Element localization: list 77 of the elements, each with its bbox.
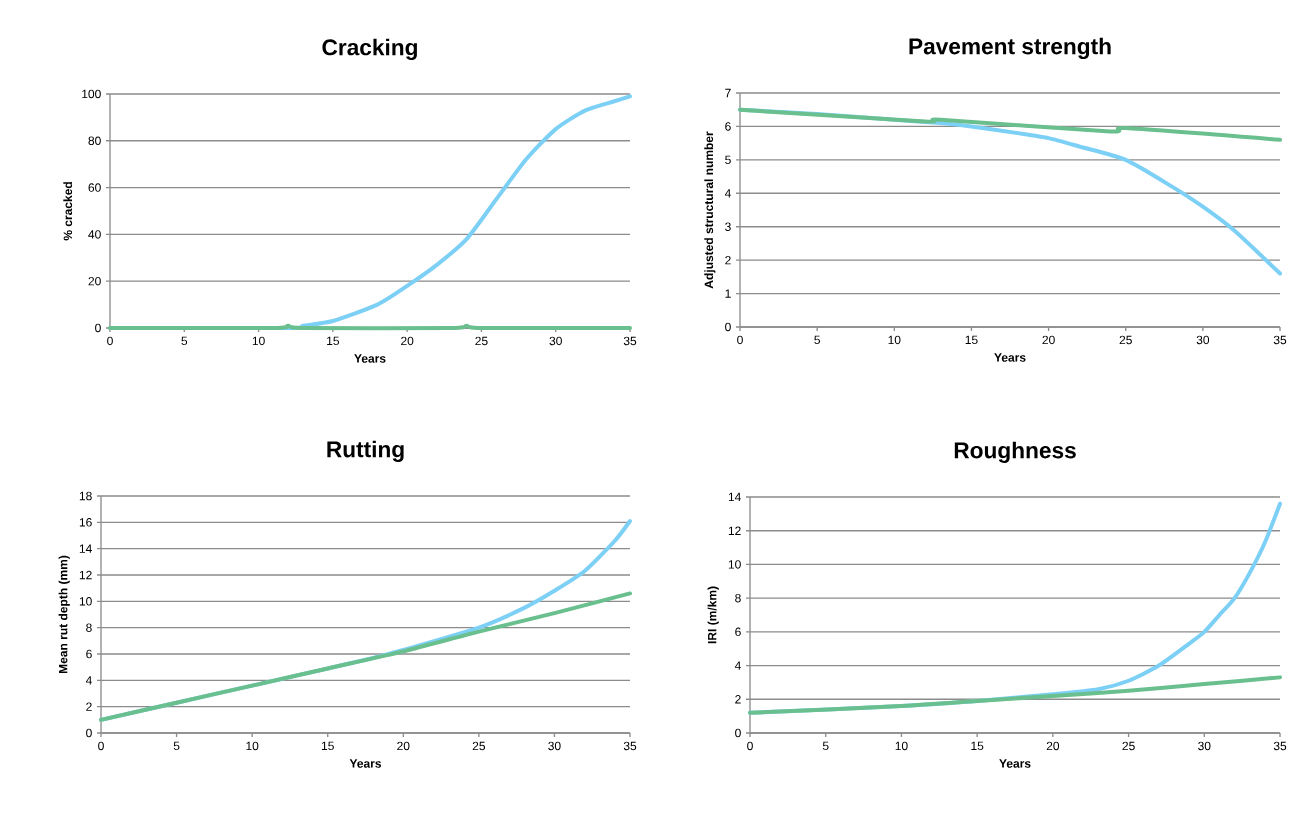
- y-tick-label: 12: [728, 526, 741, 535]
- line-series: [99, 591, 633, 722]
- y-axis-title: Adjusted structural number: [704, 131, 716, 289]
- y-tick-label: 20: [88, 276, 101, 286]
- x-axis-title: Years: [354, 354, 386, 363]
- y-tick-label: 1: [725, 289, 731, 298]
- y-tick-label: 4: [85, 676, 92, 685]
- y-tick-label: 0: [86, 728, 92, 738]
- x-tick-label: 25: [472, 741, 486, 751]
- y-tick-label: 14: [728, 492, 741, 502]
- y-axis-title: % cracked: [63, 182, 73, 241]
- y-axis-title: IRI (m/km): [707, 586, 719, 644]
- y-tick-label: 3: [725, 222, 731, 231]
- x-tick-label: 10: [246, 741, 259, 751]
- y-tick-label: 16: [79, 518, 92, 527]
- x-tick-label: 10: [888, 335, 901, 345]
- y-tick-label: 0: [735, 728, 741, 738]
- x-tick-label: 30: [548, 741, 561, 751]
- x-axis-title: Years: [999, 759, 1031, 768]
- x-tick-label: 15: [965, 335, 978, 345]
- x-tick-label: 15: [327, 336, 340, 346]
- line-series: [748, 675, 1283, 715]
- x-axis-title: Years: [349, 759, 382, 768]
- y-tick-label: 5: [725, 155, 731, 165]
- y-tick-label: 8: [86, 623, 92, 632]
- chart-title: Roughness: [954, 441, 1076, 463]
- y-tick-label: 60: [88, 183, 101, 192]
- y-tick-label: 100: [82, 89, 101, 99]
- x-tick-label: 30: [1198, 741, 1211, 751]
- x-tick-label: 0: [107, 336, 113, 346]
- x-tick-label: 25: [1122, 741, 1135, 751]
- x-tick-label: 35: [1273, 741, 1287, 751]
- y-tick-label: 6: [725, 122, 731, 131]
- x-tick-label: 25: [475, 336, 488, 346]
- y-tick-label: 4: [734, 661, 741, 670]
- x-tick-label: 30: [549, 336, 562, 346]
- y-tick-label: 10: [728, 560, 741, 569]
- line-series: [738, 107, 1283, 142]
- x-tick-label: 5: [173, 741, 180, 751]
- x-tick-label: 15: [321, 741, 334, 751]
- x-axis-title: Years: [994, 353, 1026, 362]
- y-tick-label: 80: [88, 136, 101, 146]
- x-tick-label: 5: [814, 335, 820, 345]
- x-tick-label: 5: [822, 741, 829, 751]
- chart-title: Cracking: [322, 38, 417, 60]
- y-tick-label: 14: [79, 544, 92, 553]
- x-tick-label: 30: [1196, 335, 1210, 345]
- y-tick-label: 40: [88, 230, 101, 239]
- x-tick-label: 35: [623, 741, 637, 751]
- y-tick-label: 0: [725, 322, 731, 332]
- y-tick-label: 0: [95, 323, 101, 333]
- x-tick-label: 15: [971, 741, 984, 751]
- y-axis-title: Mean rut depth (mm): [58, 555, 70, 674]
- y-tick-label: 4: [724, 189, 731, 198]
- x-tick-label: 20: [1046, 741, 1060, 751]
- y-tick-label: 2: [86, 702, 92, 711]
- x-tick-label: 20: [401, 336, 414, 346]
- x-tick-label: 5: [181, 336, 188, 346]
- y-tick-label: 6: [735, 627, 741, 637]
- x-tick-label: 20: [1042, 335, 1055, 345]
- x-tick-label: 10: [252, 336, 265, 346]
- x-tick-label: 0: [747, 741, 753, 751]
- y-tick-label: 12: [79, 570, 92, 580]
- chart-title: Rutting: [327, 440, 404, 462]
- y-tick-label: 2: [725, 255, 731, 265]
- y-tick-label: 2: [735, 695, 741, 704]
- y-tick-label: 7: [725, 88, 731, 98]
- y-tick-label: 10: [79, 597, 92, 606]
- x-tick-label: 35: [623, 336, 637, 346]
- y-tick-label: 6: [86, 649, 92, 659]
- x-tick-label: 10: [895, 741, 908, 751]
- y-tick-label: 8: [735, 593, 741, 603]
- chart-title: Pavement strength: [909, 37, 1111, 59]
- x-tick-label: 20: [397, 741, 410, 751]
- x-tick-label: 25: [1119, 335, 1132, 345]
- x-tick-label: 35: [1273, 335, 1287, 345]
- y-tick-label: 18: [79, 491, 92, 501]
